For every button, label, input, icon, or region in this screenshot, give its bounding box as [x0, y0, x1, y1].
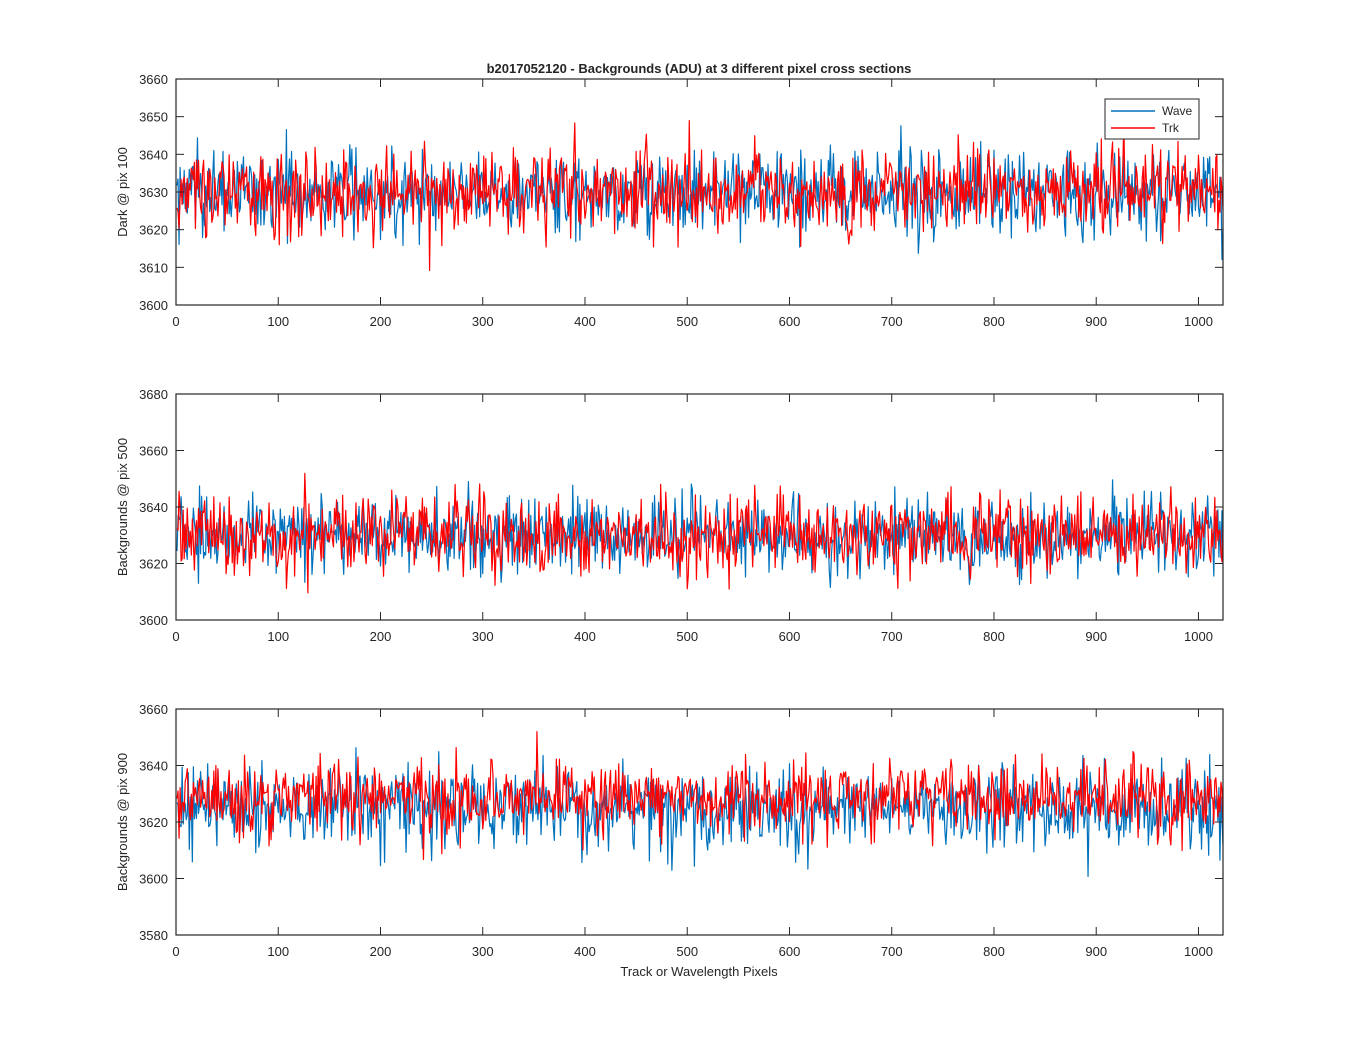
y-tick-label: 3620: [139, 223, 168, 238]
x-tick-label: 700: [881, 629, 903, 644]
x-tick-label: 100: [267, 314, 289, 329]
x-tick-label: 100: [267, 629, 289, 644]
y-tick-label: 3660: [139, 72, 168, 87]
y-tick-label: 3580: [139, 928, 168, 943]
legend: Wave Trk: [1104, 98, 1200, 140]
axes-box: [175, 708, 1224, 936]
x-axis-label: Track or Wavelength Pixels: [620, 964, 778, 979]
y-tick-label: 3630: [139, 185, 168, 200]
series-lines: [176, 472, 1223, 594]
series-line-trk: [176, 730, 1223, 861]
series-line-trk: [176, 472, 1223, 594]
y-tick-label: 3610: [139, 260, 168, 275]
legend-label-wave: Wave: [1162, 104, 1193, 118]
ticks: 0 100 200 300 400 500 600 700 800 900 1000 3600 3610…: [139, 72, 1223, 329]
y-tick-label: 3660: [139, 444, 168, 459]
y-tick-label: 3600: [139, 613, 168, 628]
axes-box: [175, 78, 1224, 306]
y-tick-label: 3640: [139, 759, 168, 774]
x-tick-label: 100: [267, 944, 289, 959]
subplot-2: 0 100 200 300 400 500 600 700 800 900 1000 3600 3620…: [115, 387, 1224, 644]
x-tick-label: 300: [472, 944, 494, 959]
x-tick-label: 0: [172, 629, 179, 644]
x-tick-label: 900: [1085, 629, 1107, 644]
y-tick-label: 3600: [139, 298, 168, 313]
figure-title: b2017052120 - Backgrounds (ADU) at 3 dif…: [487, 61, 912, 76]
y-tick-label: 3660: [139, 702, 168, 717]
x-tick-label: 400: [574, 629, 596, 644]
axes-box: [175, 393, 1224, 621]
y-tick-label: 3620: [139, 815, 168, 830]
x-tick-label: 500: [676, 944, 698, 959]
y-tick-label: 3680: [139, 387, 168, 402]
y-axis-label: Backgrounds @ pix 900: [115, 753, 130, 891]
x-tick-label: 300: [472, 629, 494, 644]
x-tick-label: 0: [172, 944, 179, 959]
y-axis-label: Backgrounds @ pix 500: [115, 438, 130, 576]
x-tick-label: 500: [676, 629, 698, 644]
y-tick-label: 3650: [139, 110, 168, 125]
x-tick-label: 800: [983, 944, 1005, 959]
x-tick-label: 200: [370, 944, 392, 959]
y-tick-label: 3640: [139, 500, 168, 515]
x-tick-label: 1000: [1184, 944, 1213, 959]
x-tick-label: 900: [1085, 314, 1107, 329]
x-tick-label: 0: [172, 314, 179, 329]
series-lines: [176, 120, 1223, 272]
series-line-trk: [176, 120, 1223, 272]
x-tick-label: 700: [881, 944, 903, 959]
x-tick-label: 400: [574, 944, 596, 959]
x-tick-label: 600: [779, 944, 801, 959]
subplots: 0 100 200 300 400 500 600 700 800 900 100036003610…: [115, 72, 1224, 959]
y-tick-label: 3640: [139, 147, 168, 162]
x-tick-label: 500: [676, 314, 698, 329]
series-lines: [176, 730, 1223, 878]
ticks: 0 100 200 300 400 500 600 700 800 900 1000 3580 3600…: [139, 702, 1223, 959]
plot-area: [176, 394, 1223, 620]
x-tick-label: 800: [983, 314, 1005, 329]
legend-label-trk: Trk: [1162, 121, 1180, 135]
x-tick-label: 300: [472, 314, 494, 329]
x-tick-label: 1000: [1184, 629, 1213, 644]
x-tick-label: 200: [370, 314, 392, 329]
legend-box: [1104, 98, 1200, 140]
x-tick-label: 700: [881, 314, 903, 329]
x-tick-label: 900: [1085, 944, 1107, 959]
x-tick-label: 400: [574, 314, 596, 329]
y-tick-label: 3620: [139, 557, 168, 572]
x-tick-label: 200: [370, 629, 392, 644]
x-tick-label: 600: [779, 629, 801, 644]
x-tick-label: 800: [983, 629, 1005, 644]
subplot-3: 0 100 200 300 400 500 600 700 800 900 1000 3580 3600…: [115, 702, 1224, 959]
x-tick-label: 1000: [1184, 314, 1213, 329]
subplot-1: 0 100 200 300 400 500 600 700 800 900 1000 3600 3610…: [115, 72, 1224, 329]
x-tick-label: 600: [779, 314, 801, 329]
y-tick-label: 3600: [139, 872, 168, 887]
y-axis-label: Dark @ pix 100: [115, 147, 130, 237]
